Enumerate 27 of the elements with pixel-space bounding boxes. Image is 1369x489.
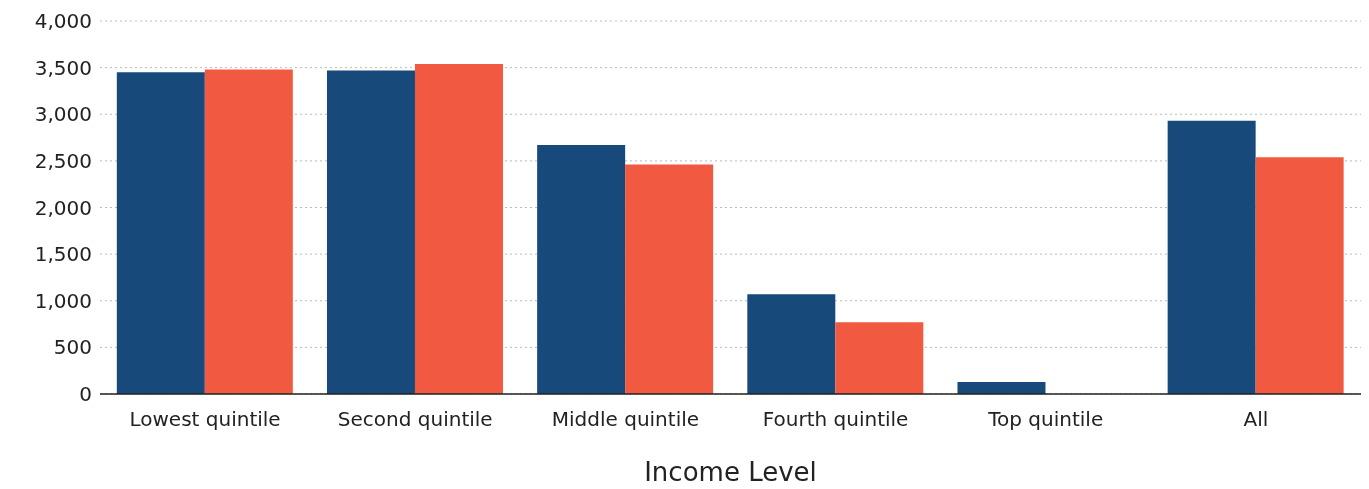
x-tick-label: Top quintile [987, 407, 1104, 432]
bar [957, 381, 1046, 394]
bar [414, 63, 503, 394]
bar [537, 145, 626, 394]
y-tick-label: 2,000 [34, 195, 92, 220]
y-tick-label: 2,500 [34, 148, 92, 173]
y-tick-label: 0 [79, 382, 92, 407]
x-axis-title: Income Level [644, 457, 817, 487]
y-tick-label: 1,500 [34, 242, 92, 267]
bar [204, 69, 293, 394]
y-tick-label: 1,000 [34, 288, 92, 313]
x-tick-label: Middle quintile [551, 407, 700, 432]
y-tick-label: 3,500 [34, 55, 92, 80]
bar [625, 164, 714, 394]
bar [116, 72, 205, 394]
y-tick-label: 500 [53, 335, 92, 360]
bar [1255, 157, 1344, 394]
y-tick-label: 3,000 [34, 102, 92, 127]
bar [326, 70, 415, 394]
x-tick-label: Second quintile [337, 407, 493, 432]
bar [1167, 120, 1256, 394]
x-tick-label: Fourth quintile [762, 407, 909, 432]
x-tick-label: Lowest quintile [129, 407, 281, 432]
y-tick-label: 4,000 [34, 9, 92, 34]
bar [835, 322, 924, 394]
bar [747, 294, 836, 394]
x-tick-label: All [1243, 407, 1269, 432]
